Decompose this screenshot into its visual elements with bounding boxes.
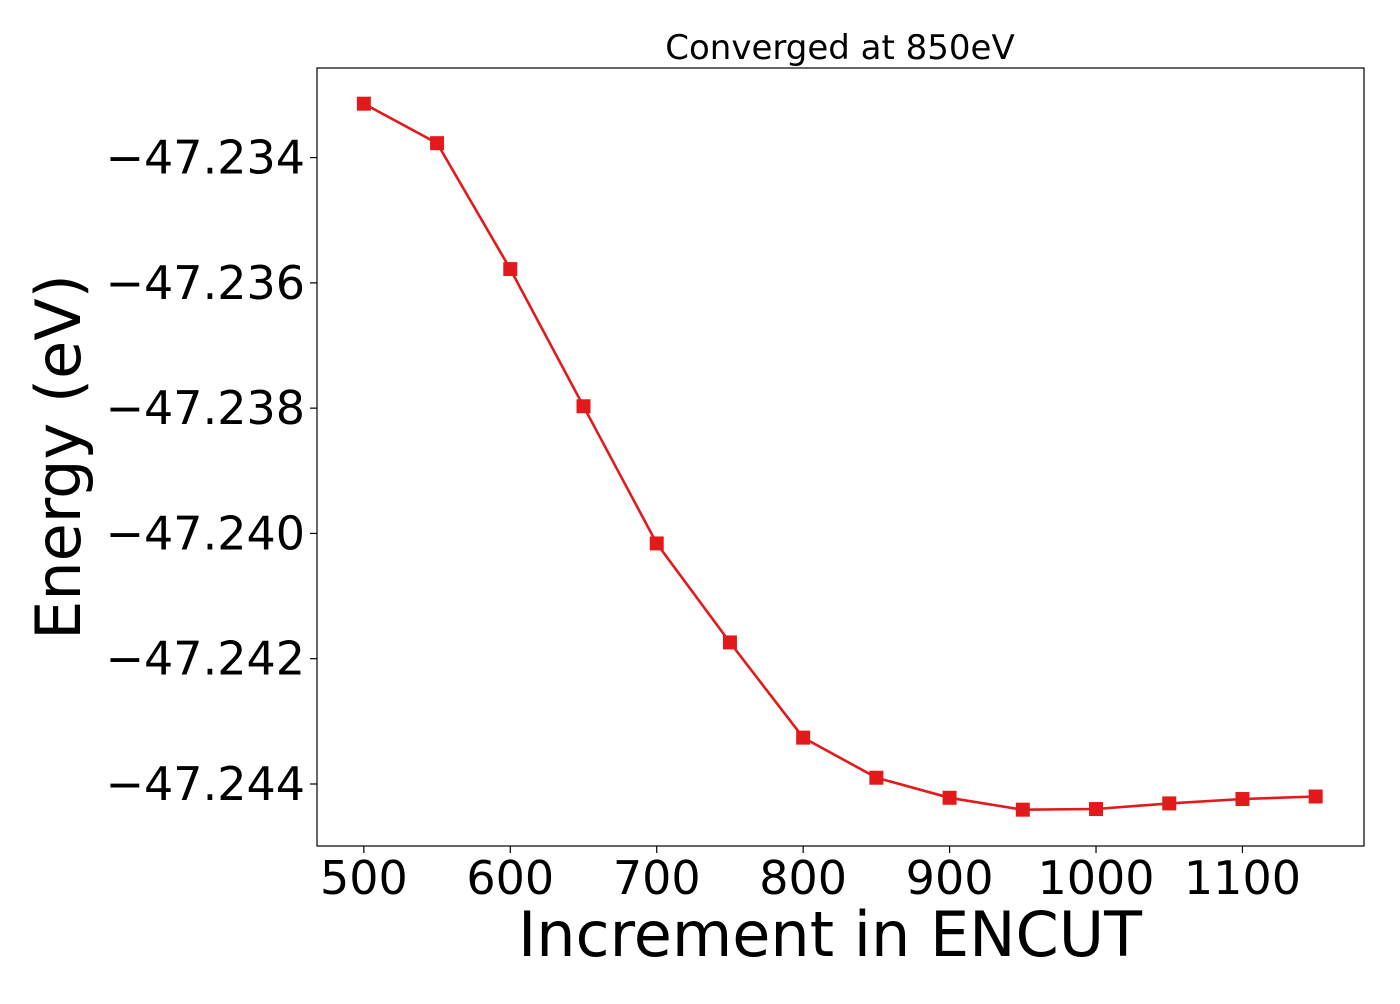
data-point [1235,792,1250,807]
data-point [576,399,591,414]
plot-area [356,96,1323,817]
x-tick-label: 800 [759,851,847,905]
x-tick-label: 900 [906,851,994,905]
y-tick-label: −47.242 [106,632,306,686]
plot-frame [316,67,1365,847]
y-tick-label: −47.240 [106,506,306,560]
data-point [503,262,518,277]
chart-title: Converged at 850eV [665,28,1014,68]
data-point [1308,789,1323,804]
series-line [363,102,1316,812]
data-point [1015,802,1030,817]
data-point [796,730,811,745]
x-tick-label: 600 [466,851,554,905]
data-point [356,96,371,111]
data-point [722,635,737,650]
x-tick-label: 700 [613,851,701,905]
x-tick-label: 1000 [1037,851,1154,905]
y-axis: −47.234 −47.236 −47.238 −47.240 −47.242 −47.2… [106,131,317,811]
x-tick-label: 1100 [1184,851,1301,905]
y-tick-label: −47.238 [106,381,306,435]
x-axis: 500 600 700 800 900 1000 1100 [320,846,1301,905]
y-axis-label: Energy (eV) [22,274,95,640]
data-point [1162,796,1177,811]
y-tick-label: −47.244 [106,757,306,811]
data-point [869,770,884,785]
y-tick-label: −47.236 [106,256,306,310]
data-point [430,136,445,151]
data-point [1089,802,1104,817]
data-point [942,790,957,805]
x-axis-label: Increment in ENCUT [518,898,1143,971]
data-point [649,536,664,551]
x-tick-label: 500 [320,851,408,905]
y-tick-label: −47.234 [106,131,306,185]
